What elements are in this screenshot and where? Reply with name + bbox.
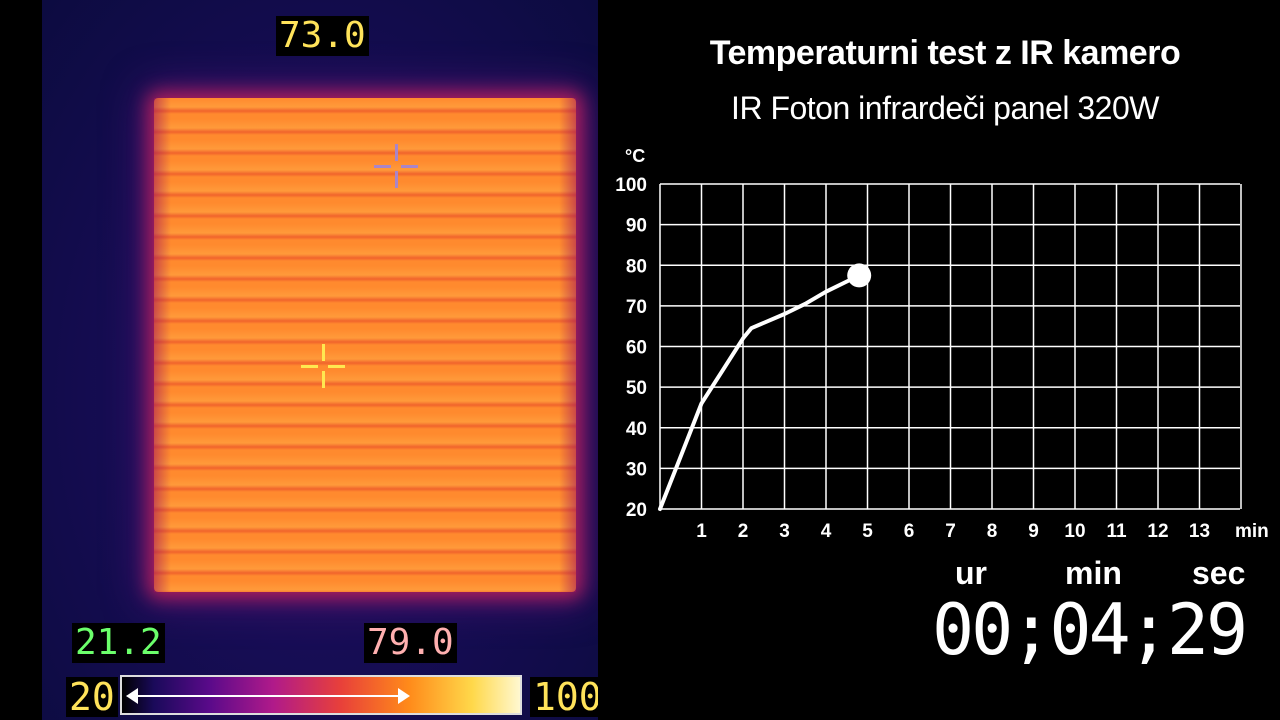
spot-temperature-readout: 79.0 [364, 623, 457, 663]
x-tick-label: 9 [1028, 521, 1039, 542]
y-tick-label: 20 [626, 500, 647, 521]
y-tick-label: 40 [626, 419, 647, 440]
scale-low-value: 20 [66, 677, 118, 717]
hot-spot-crosshair-icon [374, 144, 418, 188]
timer-seconds-label: sec [1192, 555, 1246, 591]
y-tick-label: 80 [626, 256, 647, 277]
x-tick-label: 2 [738, 521, 749, 542]
y-tick-label: 50 [626, 378, 647, 399]
x-tick-label: 3 [779, 521, 790, 542]
x-tick-label: 11 [1106, 521, 1127, 542]
range-left-arrow-icon [126, 688, 138, 704]
x-tick-label: 4 [821, 521, 832, 542]
color-palette-bar [120, 675, 522, 715]
max-temperature-readout: 73.0 [276, 16, 369, 56]
y-tick-label: 70 [626, 297, 647, 318]
range-indicator-line [128, 695, 408, 697]
x-tick-label: 7 [945, 521, 956, 542]
timer-hours-label: ur [955, 555, 987, 591]
chart-y-axis-label: °C [625, 146, 645, 166]
y-tick-label: 100 [615, 175, 647, 196]
x-tick-label: 10 [1064, 521, 1085, 542]
x-tick-label: 5 [862, 521, 873, 542]
chart-grid [659, 183, 1242, 510]
x-tick-label: 8 [987, 521, 998, 542]
thermal-camera-view: 73.0 21.2 79.0 20 100 [42, 0, 598, 720]
x-tick-label: 12 [1147, 521, 1168, 542]
page-title: Temperaturni test z IR kamero [709, 34, 1181, 72]
page-subtitle: IR Foton infrardeči panel 320W [731, 90, 1159, 126]
min-temperature-readout: 21.2 [72, 623, 165, 663]
center-spot-crosshair-icon [301, 344, 345, 388]
chart-x-axis-label: min [1235, 521, 1269, 542]
heating-panel-thermal-image [154, 98, 576, 592]
x-tick-label: 1 [696, 521, 707, 542]
y-tick-label: 90 [626, 216, 647, 237]
elapsed-timer: 00;04;29 [932, 589, 1248, 671]
scale-high-value: 100 [530, 677, 598, 717]
chart-x-ticks: 1 2 3 4 5 6 7 8 9 10 11 12 13 [696, 521, 1210, 542]
timer-minutes-label: min [1065, 555, 1122, 591]
current-temperature-point [847, 263, 872, 288]
y-tick-label: 60 [626, 338, 647, 359]
range-right-arrow-icon [398, 688, 410, 704]
chart-y-ticks: 20 30 40 50 60 70 80 90 100 [615, 175, 647, 521]
temperature-series-line [658, 273, 862, 511]
x-tick-label: 6 [904, 521, 915, 542]
x-tick-label: 13 [1189, 521, 1210, 542]
y-tick-label: 30 [626, 459, 647, 480]
